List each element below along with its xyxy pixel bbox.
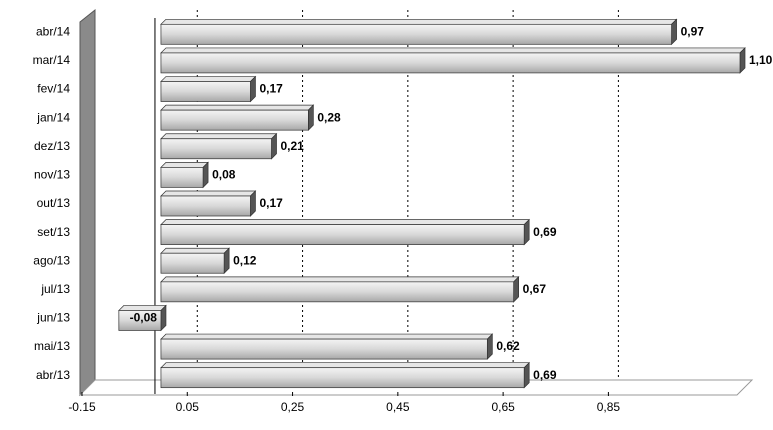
bar-top (160, 190, 257, 197)
value-label: 0,21 (281, 139, 305, 153)
x-tick-label: 0,65 (491, 400, 515, 414)
y-tick-label: fev/14 (37, 82, 70, 96)
bar (160, 190, 257, 217)
value-label: 0,08 (212, 168, 236, 182)
y-tick-label: abr/14 (36, 24, 70, 38)
x-tick-label: 0,45 (386, 400, 410, 414)
y-tick-label: set/13 (37, 225, 70, 239)
bar-front (160, 52, 741, 74)
value-label: 1,10 (749, 53, 773, 67)
bar-top (160, 162, 209, 168)
bar-top (160, 47, 746, 54)
value-label: 0,12 (233, 253, 257, 267)
bar (118, 304, 167, 332)
bar (160, 75, 257, 103)
y-tick-label: abr/13 (36, 368, 70, 382)
value-label: 0,67 (523, 282, 547, 296)
bar (160, 218, 531, 246)
bar-front (160, 195, 251, 217)
bar-top (160, 133, 278, 140)
y-tick-label: jun/13 (36, 311, 70, 325)
bar-top (160, 104, 315, 111)
x-tick-label: 0.05 (176, 400, 200, 414)
bar-front (118, 310, 162, 331)
y-tick-label: out/13 (37, 196, 71, 210)
bar-front (160, 224, 525, 245)
y-tick-label: jan/14 (36, 110, 70, 124)
bar-top (160, 276, 520, 283)
bar-front (160, 23, 672, 45)
bar-top (160, 76, 257, 82)
y-tick-label: mar/14 (33, 53, 71, 67)
bar (160, 47, 746, 74)
side-wall (79, 8, 96, 397)
bar-front (160, 167, 204, 188)
bar (160, 276, 520, 303)
bar-top (160, 333, 494, 340)
bar-front (160, 281, 514, 303)
bar-front (160, 109, 309, 131)
bar-front (160, 252, 225, 274)
bar (160, 132, 278, 160)
value-label: 0,28 (317, 110, 341, 124)
value-label: -0,08 (130, 311, 158, 325)
value-label: 0,17 (259, 82, 283, 96)
value-label: 0,97 (681, 24, 705, 38)
x-tick-label: 0,85 (597, 400, 621, 414)
bar-front (160, 367, 525, 389)
value-label: 0,69 (533, 225, 557, 239)
bar-front (160, 138, 272, 160)
bar (160, 18, 678, 46)
y-tick-label: ago/13 (33, 253, 70, 267)
bar (160, 333, 494, 360)
bar-top (160, 18, 678, 25)
x-tick-label: 0,25 (281, 400, 305, 414)
bar (160, 104, 315, 131)
value-label: 0,62 (496, 339, 520, 353)
bar-top (160, 219, 531, 225)
bar-front (160, 81, 251, 102)
y-tick-label: mai/13 (34, 339, 70, 353)
bar-front (160, 338, 488, 360)
value-label: 0,69 (533, 368, 557, 382)
value-label: 0,17 (259, 196, 283, 210)
bar-top (160, 362, 531, 369)
bar (160, 247, 230, 275)
bar-top (160, 247, 230, 254)
x-tick-label: -0.15 (68, 400, 96, 414)
y-tick-label: dez/13 (34, 139, 70, 153)
y-tick-label: jul/13 (40, 282, 70, 296)
y-tick-label: nov/13 (34, 168, 70, 182)
bar (160, 161, 209, 189)
bar (160, 361, 531, 389)
